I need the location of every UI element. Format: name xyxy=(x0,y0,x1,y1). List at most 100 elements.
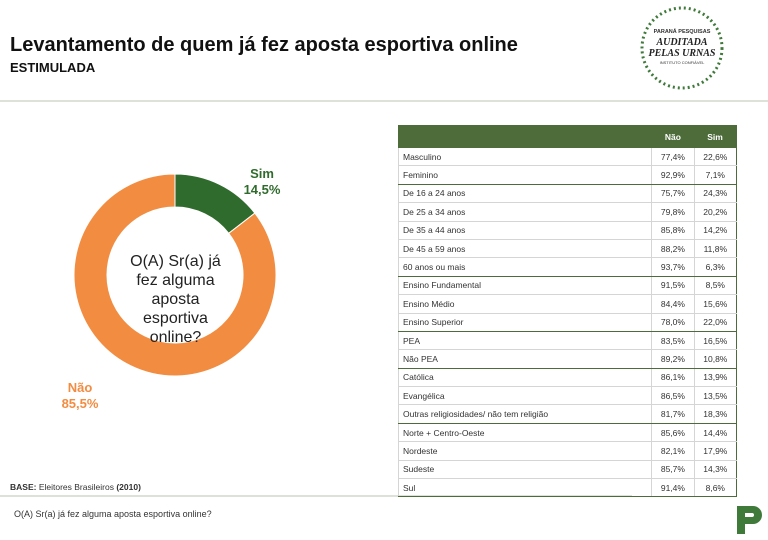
row-label: De 25 a 34 anos xyxy=(397,202,652,222)
value-cell: 83,5% xyxy=(651,331,695,351)
value-cell: 13,5% xyxy=(693,386,737,406)
value-cell: 17,9% xyxy=(693,441,737,461)
value-cell: 85,7% xyxy=(651,460,695,480)
question: O(A) Sr(a) já fez alguma aposta esportiv… xyxy=(14,509,212,519)
table-row: De 16 a 24 anos 75,7% 24,3% xyxy=(397,184,737,204)
table-row: Norte + Centro-Oeste 85,6% 14,4% xyxy=(397,423,737,443)
row-label: 60 anos ou mais xyxy=(397,257,652,277)
table-row: Católica 86,1% 13,9% xyxy=(397,368,737,388)
header-cell: Não xyxy=(651,125,695,148)
value-cell: 89,2% xyxy=(651,349,695,369)
value-cell: 79,8% xyxy=(651,202,695,222)
table-row: De 35 a 44 anos 85,8% 14,2% xyxy=(397,221,737,240)
row-label: Ensino Superior xyxy=(397,313,652,332)
value-cell: 24,3% xyxy=(693,184,737,204)
value-cell: 91,5% xyxy=(651,276,695,296)
value-cell: 14,2% xyxy=(693,221,737,240)
footer-logo xyxy=(737,506,762,534)
base-n: (2010) xyxy=(116,482,141,492)
table-row: Ensino Médio 84,4% 15,6% xyxy=(397,294,737,314)
value-cell: 91,4% xyxy=(651,478,695,498)
row-label: Sul xyxy=(397,478,652,498)
donut-slice xyxy=(73,173,277,377)
header-cell: Sim xyxy=(694,125,737,148)
results-table: Não Sim Masculino 77,4% 22,6% Feminino 92,9% 7,… xyxy=(397,125,737,498)
row-label: Masculino xyxy=(397,148,652,167)
header-cell xyxy=(398,125,652,148)
logo-text: INSTITUTO CONFIÁVEL xyxy=(660,60,706,65)
row-label: Não PEA xyxy=(397,349,652,369)
table-row: PEA 83,5% 16,5% xyxy=(397,331,737,351)
row-label: Ensino Médio xyxy=(397,294,652,314)
slice-value-label: 14,5% xyxy=(244,182,281,197)
value-cell: 8,5% xyxy=(693,276,737,296)
value-cell: 6,3% xyxy=(693,257,737,277)
row-label: Ensino Fundamental xyxy=(397,276,652,296)
title: Levantamento de quem já fez aposta espor… xyxy=(10,34,518,56)
value-cell: 86,1% xyxy=(651,368,695,388)
row-label: De 16 a 24 anos xyxy=(397,184,652,204)
value-cell: 7,1% xyxy=(693,165,737,185)
row-label: Nordeste xyxy=(397,441,652,461)
value-cell: 20,2% xyxy=(693,202,737,222)
row-label: Católica xyxy=(397,368,652,388)
logo-text: PARANÁ PESQUISAS xyxy=(654,28,711,35)
value-cell: 85,8% xyxy=(651,221,695,240)
row-label: Sudeste xyxy=(397,460,652,480)
table-row: De 45 a 59 anos 88,2% 11,8% xyxy=(397,239,737,259)
row-label: Feminino xyxy=(397,165,652,185)
logo-text: AUDITADA xyxy=(655,37,707,48)
base-text: Eleitores Brasileiros xyxy=(38,482,114,492)
table-row: Masculino 77,4% 22,6% xyxy=(397,148,737,167)
base-note: BASE: Eleitores Brasileiros (2010) xyxy=(10,482,141,492)
row-label: De 35 a 44 anos xyxy=(397,221,652,240)
value-cell: 93,7% xyxy=(651,257,695,277)
row-label: Evangélica xyxy=(397,386,652,406)
table-row: 60 anos ou mais 93,7% 6,3% xyxy=(397,257,737,277)
value-cell: 82,1% xyxy=(651,441,695,461)
table-row: Ensino Fundamental 91,5% 8,5% xyxy=(397,276,737,296)
value-cell: 85,6% xyxy=(651,423,695,443)
value-cell: 13,9% xyxy=(693,368,737,388)
table-row: Feminino 92,9% 7,1% xyxy=(397,165,737,185)
table-row: Evangélica 86,5% 13,5% xyxy=(397,386,737,406)
value-cell: 77,4% xyxy=(651,148,695,167)
row-label: De 45 a 59 anos xyxy=(397,239,652,259)
value-cell: 86,5% xyxy=(651,386,695,406)
value-cell: 22,6% xyxy=(693,148,737,167)
subtitle: ESTIMULADA xyxy=(10,60,96,75)
row-label: Outras religiosidades/ não tem religião xyxy=(397,404,652,424)
header-row: Não Sim xyxy=(398,125,737,148)
value-cell: 92,9% xyxy=(651,165,695,185)
slice-label: Não xyxy=(68,380,93,395)
table-row: Nordeste 82,1% 17,9% xyxy=(397,441,737,461)
value-cell: 11,8% xyxy=(693,239,737,259)
value-cell: 14,3% xyxy=(693,460,737,480)
logo-text: PELAS URNAS xyxy=(649,48,716,59)
table-row: Sudeste 85,7% 14,3% xyxy=(397,460,737,480)
value-cell: 10,8% xyxy=(693,349,737,369)
logo: PARANÁ PESQUISAS AUDITADA PELAS URNAS IN… xyxy=(640,6,724,90)
base-label: BASE: xyxy=(10,482,37,492)
table-row: Outras religiosidades/ não tem religião 8… xyxy=(397,404,737,424)
value-cell: 81,7% xyxy=(651,404,695,424)
value-cell: 16,5% xyxy=(693,331,737,351)
value-cell: 88,2% xyxy=(651,239,695,259)
table-row: Sul 91,4% 8,6% xyxy=(397,478,737,498)
row-label: Norte + Centro-Oeste xyxy=(397,423,652,443)
table-row: Ensino Superior 78,0% 22,0% xyxy=(397,313,737,332)
value-cell: 15,6% xyxy=(693,294,737,314)
value-cell: 14,4% xyxy=(693,423,737,443)
value-cell: 75,7% xyxy=(651,184,695,204)
value-cell: 84,4% xyxy=(651,294,695,314)
slice-label: Sim xyxy=(250,166,274,181)
table-row: Não PEA 89,2% 10,8% xyxy=(397,349,737,369)
slice-value-label: 85,5% xyxy=(62,396,99,411)
row-label: PEA xyxy=(397,331,652,351)
value-cell: 78,0% xyxy=(651,313,695,332)
value-cell: 18,3% xyxy=(693,404,737,424)
donut-center-text: O(A) Sr(a) já fez alguma aposta esportiv… xyxy=(130,253,221,346)
value-cell: 8,6% xyxy=(693,478,737,498)
table-row: De 25 a 34 anos 79,8% 20,2% xyxy=(397,202,737,222)
value-cell: 22,0% xyxy=(693,313,737,332)
